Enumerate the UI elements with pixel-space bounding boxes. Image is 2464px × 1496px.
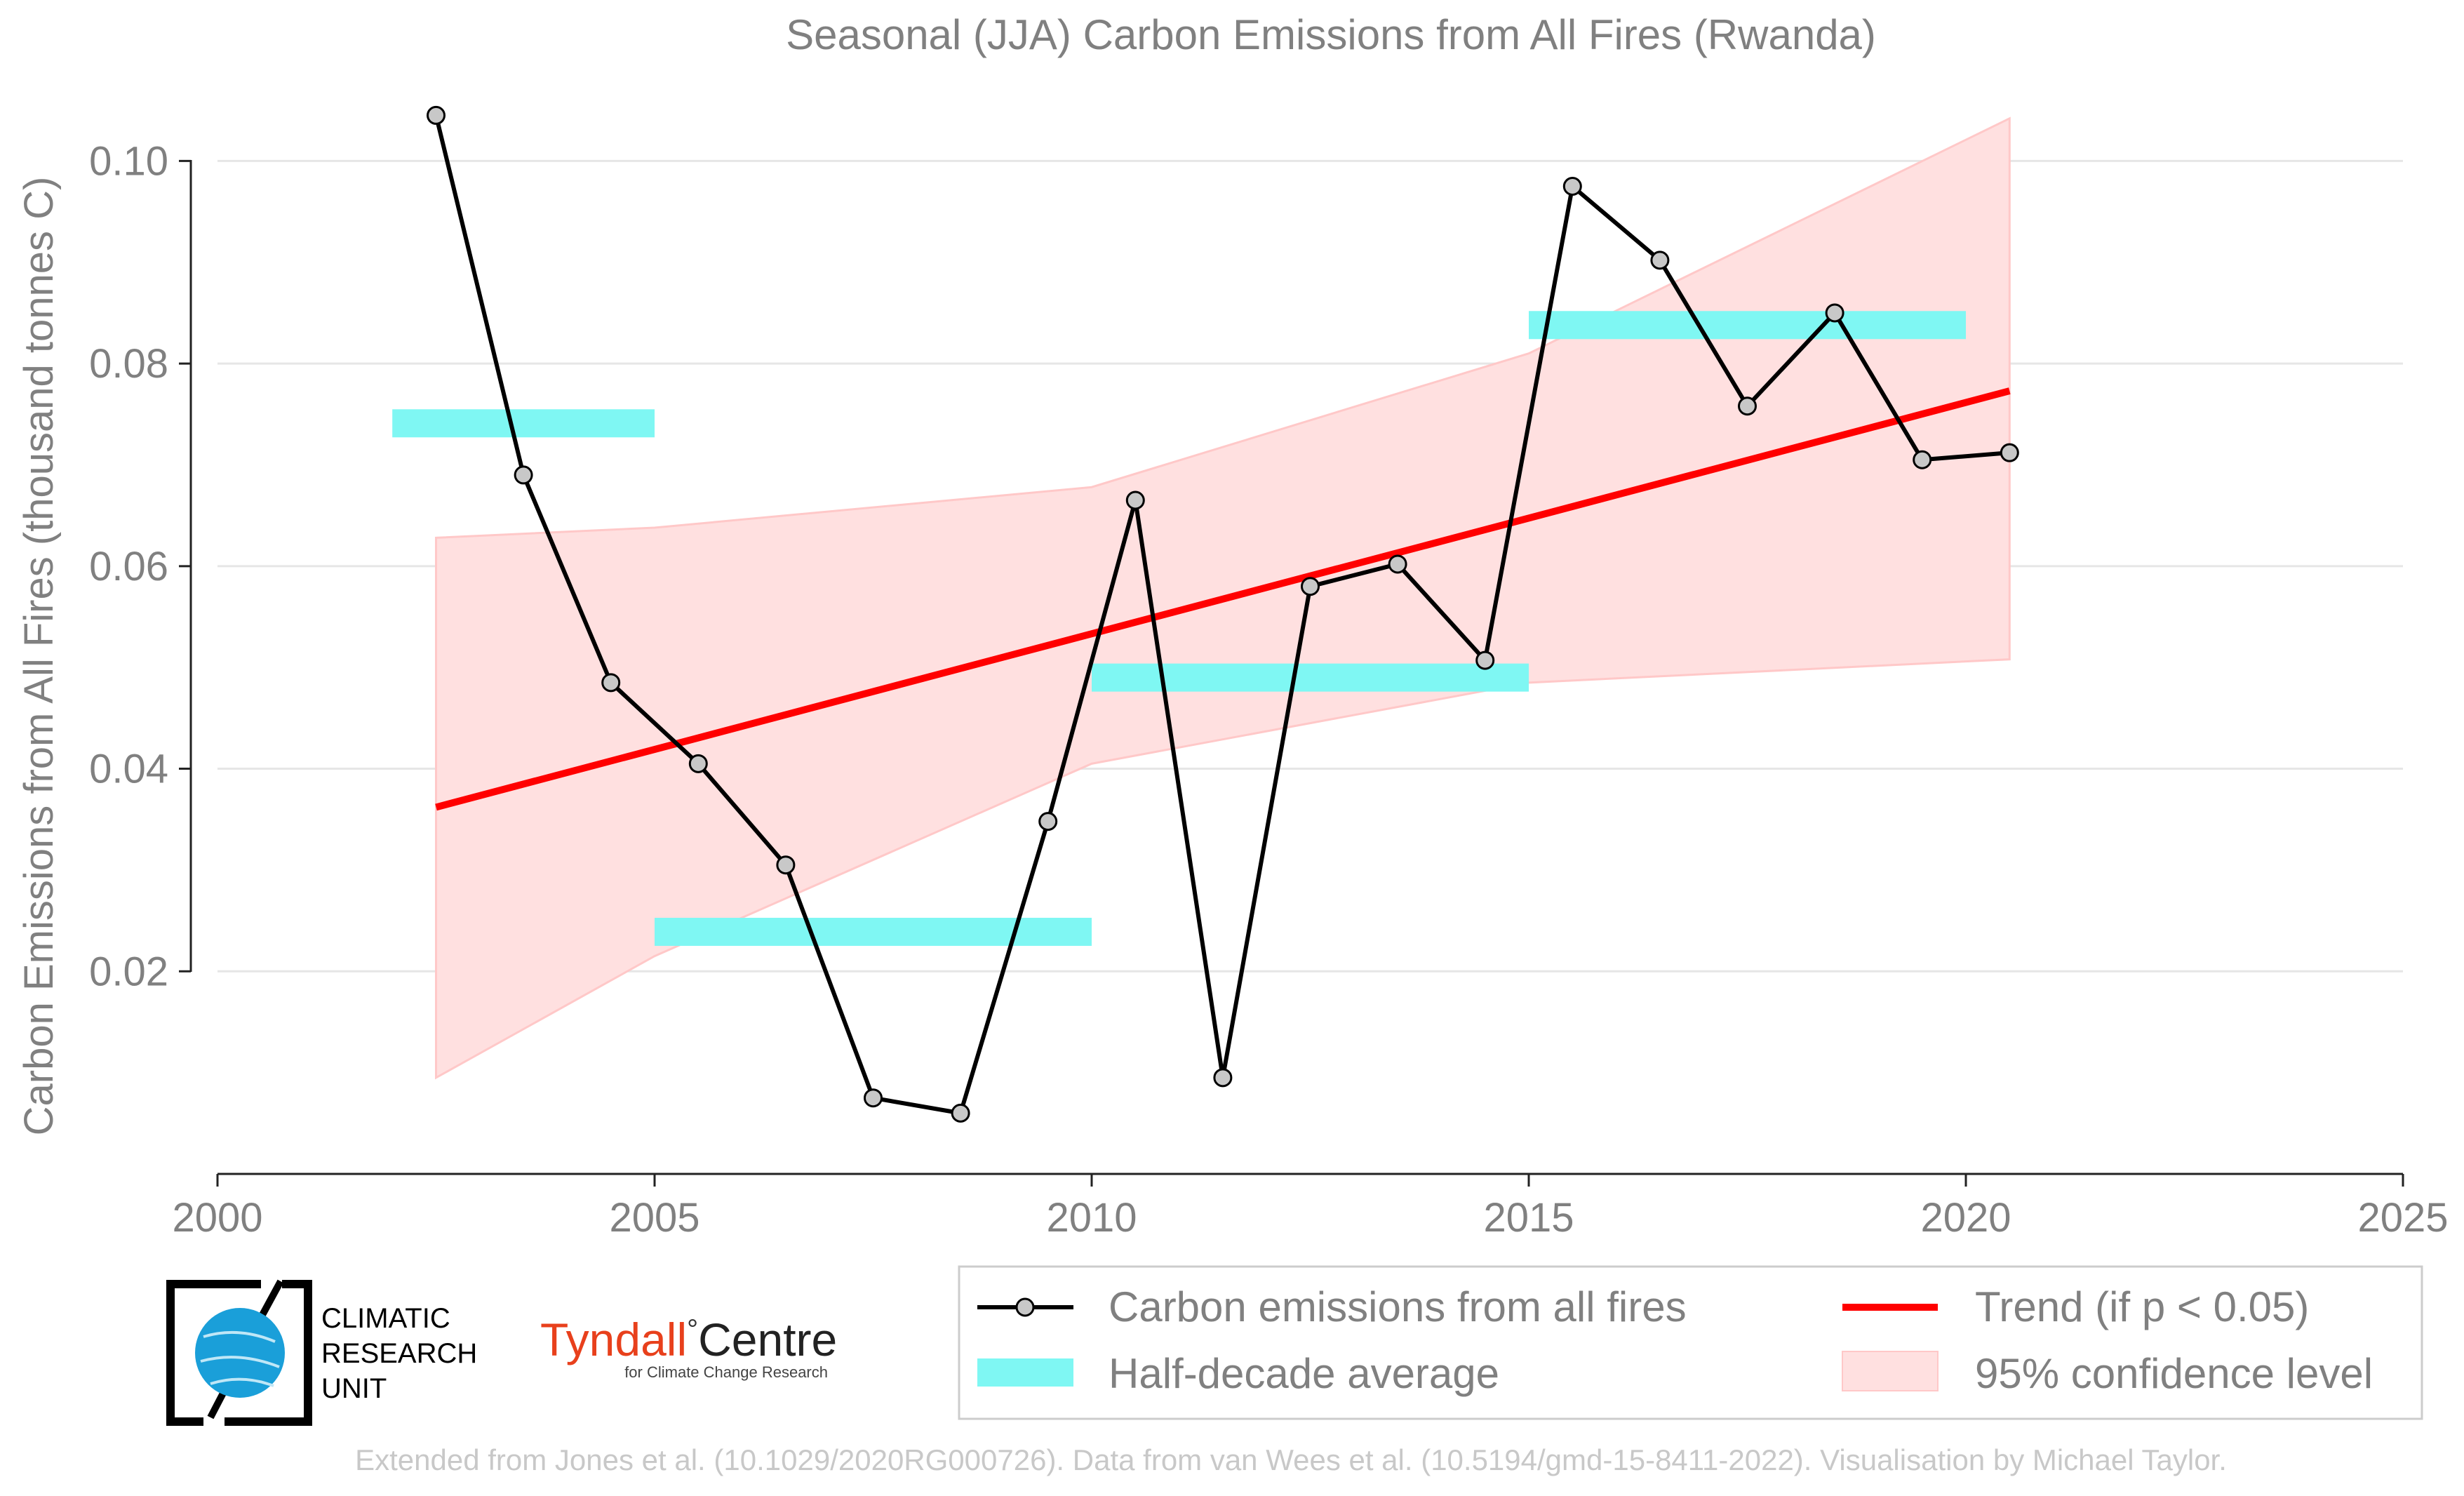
data-point [1038, 812, 1058, 832]
half-decade-bar [1092, 663, 1529, 692]
x-tick-label: 2005 [609, 1195, 699, 1241]
y-ticks: 0.02 0.04 0.06 0.08 0.10 [89, 138, 191, 994]
tyndall-degree: ° [687, 1314, 698, 1345]
x-tick-label: 2010 [1046, 1195, 1137, 1241]
data-point [1738, 396, 1757, 416]
y-tick-label: 0.02 [89, 949, 168, 994]
tyndall-logo: Tyndall°Centre for Climate Change Resear… [540, 1314, 837, 1381]
half-decade-bar [1529, 311, 1966, 340]
data-point [1562, 176, 1582, 196]
data-point [688, 754, 708, 773]
y-tick-label: 0.08 [89, 341, 168, 387]
trend-line [435, 387, 2011, 811]
cru-logo-text-3: UNIT [321, 1373, 387, 1404]
centre-word: Centre [698, 1314, 837, 1365]
globe-line-icon [210, 1377, 274, 1387]
data-point [1650, 251, 1670, 270]
legend-label-emissions: Carbon emissions from all fires [1109, 1283, 1687, 1330]
data-point [1475, 650, 1495, 670]
data-point [514, 465, 533, 485]
x-tick-label: 2000 [172, 1195, 262, 1241]
half-decade-bar [655, 917, 1092, 946]
globe-line-icon [203, 1330, 276, 1343]
data-point [1825, 303, 1844, 323]
data-point [2000, 443, 2019, 462]
chart-title: Seasonal (JJA) Carbon Emissions from All… [786, 11, 1876, 58]
legend: Carbon emissions from all fires Half-dec… [958, 1265, 2423, 1420]
data-point [951, 1103, 970, 1123]
legend-label-confidence: 95% confidence level [1975, 1350, 2373, 1397]
y-axis-label: Carbon Emissions from All Fires (thousan… [16, 177, 62, 1136]
x-ticks: 2000 2005 2010 2015 2020 2025 [172, 1174, 2449, 1241]
tyndall-logo-text: Tyndall°Centre [540, 1314, 837, 1365]
emissions-series [427, 105, 2019, 1123]
legend-label-average: Half-decade average [1109, 1350, 1499, 1397]
legend-swatch-average [977, 1358, 1073, 1387]
data-point [427, 105, 446, 125]
legend-label-trend: Trend (if p < 0.05) [1975, 1283, 2309, 1330]
data-point [1125, 490, 1145, 510]
globe-icon [195, 1308, 285, 1398]
data-point [1388, 554, 1407, 574]
y-tick-label: 0.10 [89, 138, 168, 184]
data-point [1213, 1068, 1233, 1088]
cru-logo-text-2: RESEARCH [321, 1338, 477, 1369]
legend-box [958, 1265, 2423, 1420]
tyndall-subtitle: for Climate Change Research [624, 1363, 828, 1381]
half-decade-bar [392, 409, 655, 438]
tyndall-word: Tyndall [540, 1314, 687, 1365]
data-point [1913, 450, 1932, 469]
trend-line-path [435, 387, 2011, 811]
x-tick-label: 2025 [2357, 1195, 2448, 1241]
globe-line-icon [200, 1356, 280, 1368]
data-point [776, 855, 796, 875]
x-tick-label: 2015 [1483, 1195, 1574, 1241]
y-tick-label: 0.04 [89, 747, 168, 792]
cru-logo: CLIMATIC RESEARCH UNIT [166, 1276, 477, 1430]
legend-swatch-confidence [1842, 1351, 1939, 1391]
cru-logo-frame [166, 1280, 312, 1426]
y-tick-label: 0.06 [89, 544, 168, 589]
data-point [601, 673, 621, 693]
cru-logo-text-1: CLIMATIC [321, 1303, 450, 1334]
credit-text: Extended from Jones et al. (10.1029/2020… [355, 1443, 2227, 1476]
data-point [1301, 577, 1320, 596]
x-tick-label: 2020 [1920, 1195, 2011, 1241]
legend-marker-icon [1015, 1297, 1035, 1317]
data-point [864, 1088, 883, 1108]
